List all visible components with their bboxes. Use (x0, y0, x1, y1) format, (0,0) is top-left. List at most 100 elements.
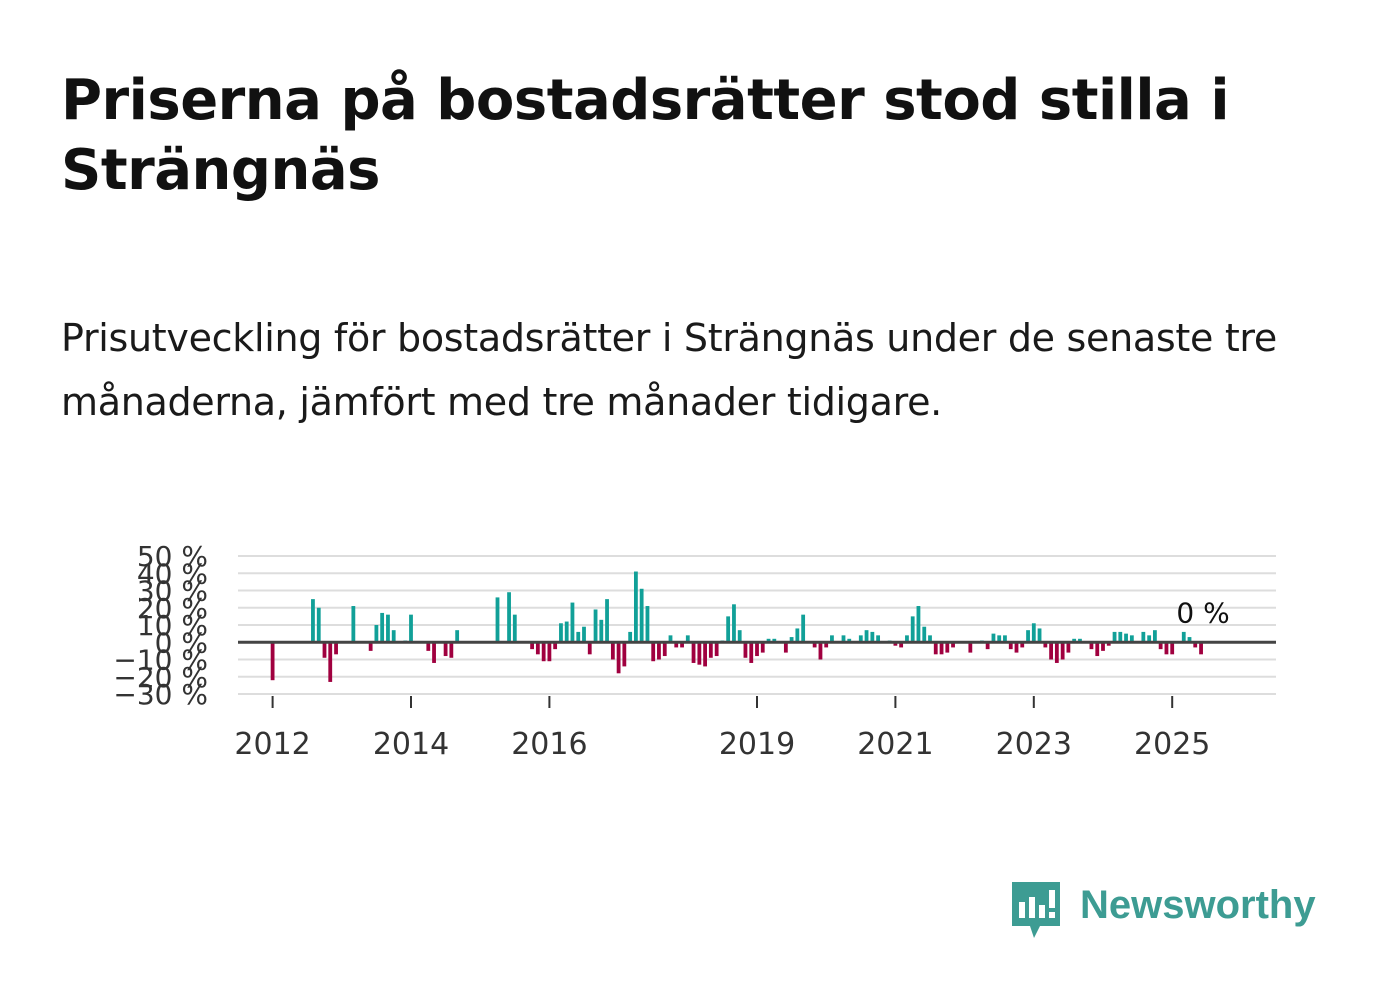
bar (708, 642, 713, 658)
bar (893, 642, 898, 646)
y-tick-label: −30 % (113, 678, 208, 711)
bar (743, 642, 748, 658)
bar (714, 642, 719, 657)
bar (1089, 642, 1094, 650)
bar (409, 614, 413, 643)
x-tick-label: 2023 (996, 727, 1072, 762)
bar (968, 642, 973, 653)
x-tick-label: 2016 (511, 727, 587, 762)
bar (547, 642, 552, 662)
bar (530, 642, 535, 650)
bar (559, 623, 563, 643)
y-tick-label: 0 % (155, 626, 208, 659)
bar (1158, 642, 1163, 650)
bar (657, 642, 661, 660)
bar (818, 642, 823, 660)
x-tick-label: 2025 (1134, 727, 1210, 762)
bar (910, 616, 915, 643)
bar (1003, 635, 1007, 643)
bar (507, 592, 511, 643)
bar (426, 642, 431, 651)
x-axis-ticks: 2012 2014 2016 2019 2021 2023 2025 (234, 696, 1210, 762)
annotation-layer: 0 % (1176, 596, 1229, 629)
x-tick-label: 2019 (719, 727, 795, 762)
bar (449, 642, 454, 658)
bar (1124, 633, 1128, 643)
bar (772, 638, 777, 643)
bar (668, 635, 673, 643)
bar (697, 642, 702, 665)
bar (455, 630, 460, 643)
bar (374, 625, 379, 643)
bar (737, 630, 742, 643)
bar (997, 635, 1002, 643)
brand-name: Newsworthy (1080, 883, 1316, 927)
bar (726, 616, 731, 643)
bar (801, 614, 806, 643)
bar (1170, 642, 1175, 655)
page-title: Priserna på bostadsrätter stod stilla i … (61, 68, 1230, 203)
x-tick-label: 2014 (373, 727, 449, 762)
bar (755, 642, 759, 657)
bar (1072, 638, 1077, 643)
bar (795, 628, 800, 643)
bar (933, 642, 938, 655)
bar (622, 642, 627, 667)
bar (633, 571, 638, 643)
bar (1106, 642, 1111, 646)
newsworthy-logo-icon (1012, 882, 1060, 938)
grid-layer (238, 555, 1276, 695)
bar (691, 642, 696, 663)
bar (939, 642, 944, 655)
bar (1147, 635, 1152, 643)
bar (1014, 642, 1019, 653)
bar (334, 642, 338, 655)
y-tick-label: −20 % (113, 661, 208, 694)
bar (593, 609, 598, 643)
y-axis-tick-labels: 50 %40 %30 %20 %10 %0 %−10 %−20 %−30 % (113, 540, 208, 711)
bar (1020, 642, 1025, 648)
y-tick-label: −10 % (113, 644, 208, 677)
bar (570, 602, 575, 643)
bar (685, 635, 690, 643)
bar (847, 638, 852, 643)
bar (830, 635, 834, 643)
bar (749, 642, 754, 663)
bar (368, 642, 373, 651)
bar (576, 631, 581, 643)
bar (1078, 638, 1082, 643)
bar (1199, 642, 1203, 655)
bar (495, 597, 500, 643)
bar (391, 630, 396, 643)
y-tick-label: 40 % (137, 557, 208, 590)
bar (1152, 630, 1157, 643)
bar (316, 607, 321, 643)
bar (812, 642, 817, 648)
bar (674, 642, 679, 648)
bar (1060, 642, 1065, 660)
bar (824, 642, 829, 648)
bar (1049, 642, 1054, 660)
bar (841, 635, 846, 643)
bar (1031, 623, 1036, 643)
bar (1141, 631, 1146, 643)
bar (351, 606, 356, 643)
bar (876, 635, 881, 643)
bar (732, 604, 736, 643)
bar (322, 642, 327, 658)
bar (1043, 642, 1048, 648)
bar (760, 642, 765, 653)
bar (587, 642, 592, 655)
bar (1095, 642, 1100, 657)
bar (1008, 642, 1013, 650)
bar (599, 619, 604, 643)
bar (1164, 642, 1169, 655)
bar (1181, 631, 1186, 643)
bar (703, 642, 708, 667)
bar (951, 642, 955, 648)
bar (1066, 642, 1071, 653)
bar (1187, 637, 1192, 643)
bar (1037, 628, 1042, 643)
bar (564, 621, 569, 643)
bar (928, 635, 932, 643)
